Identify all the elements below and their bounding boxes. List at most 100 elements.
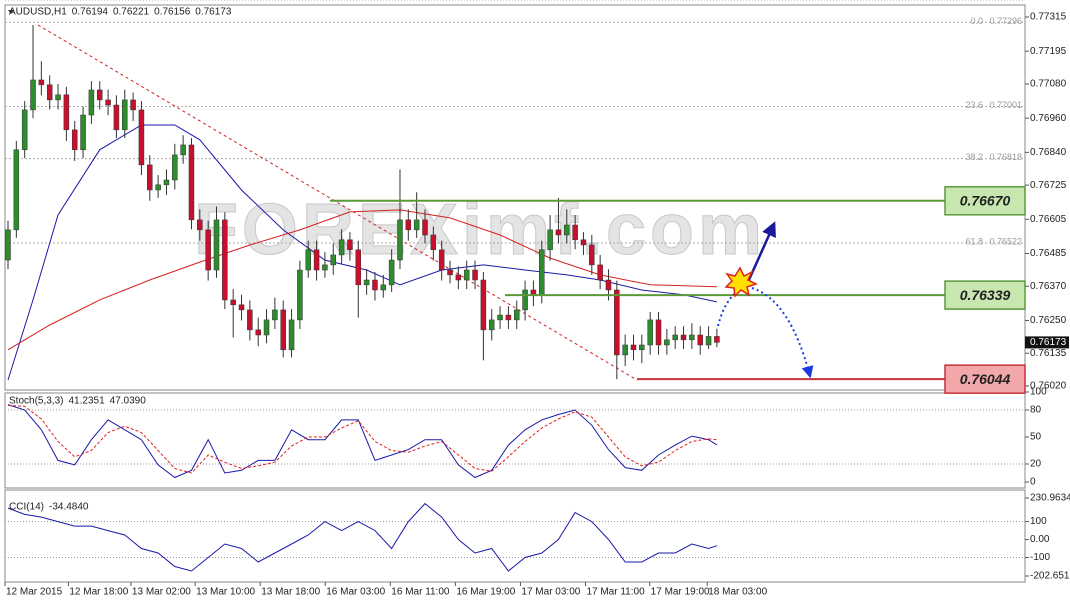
- candle-body: [405, 219, 412, 231]
- candle-body: [380, 284, 387, 291]
- candle-body: [447, 269, 453, 276]
- candle-body: [96, 89, 103, 101]
- candle-body: [388, 259, 395, 286]
- x-tick-label: 18 Mar 03:00: [708, 587, 767, 598]
- candle-body: [639, 344, 645, 351]
- candle-body: [689, 334, 695, 341]
- cci-pane: [4, 489, 1026, 583]
- candle-body: [247, 309, 253, 331]
- fib-price: 0.76522: [989, 236, 1022, 246]
- candle-body: [614, 289, 620, 356]
- fib-level: 61.8: [965, 236, 983, 246]
- candle-body: [30, 79, 36, 111]
- candle-body: [63, 94, 70, 131]
- menu-triangle: [8, 10, 14, 14]
- x-tick-label: 12 Mar 18:00: [69, 587, 128, 598]
- annotation-arrows: [717, 221, 814, 379]
- candle-body: [172, 154, 178, 181]
- candle-body: [330, 254, 337, 266]
- candle-body: [155, 184, 161, 191]
- y-tick-label: 50: [1030, 432, 1042, 443]
- level-label: 0.76670: [960, 192, 1011, 208]
- candle-body: [113, 104, 120, 131]
- candle-body: [655, 319, 662, 346]
- y-tick-label: 0.76485: [1030, 248, 1067, 259]
- candle-body: [530, 289, 537, 296]
- candle-body: [505, 314, 512, 321]
- y-tick-label: 0.76250: [1030, 315, 1067, 326]
- candle-body: [180, 144, 186, 156]
- candle-body: [238, 304, 245, 311]
- indicator-line: [7, 124, 718, 381]
- candle-body: [555, 229, 562, 236]
- y-tick-label: 0: [1030, 477, 1036, 488]
- candle-body: [5, 229, 11, 261]
- x-tick-label: 12 Mar 2015: [6, 587, 63, 598]
- y-tick-label: 0.76605: [1030, 214, 1067, 225]
- y-tick-label: 100: [1030, 387, 1047, 398]
- level-box: [944, 186, 1026, 216]
- y-tick-label: 0.76370: [1030, 281, 1067, 292]
- x-tick-label: 16 Mar 03:00: [326, 587, 385, 598]
- fib-price: 0.76818: [989, 152, 1022, 162]
- breakout-icon: [724, 266, 758, 298]
- level-label: 0.76339: [960, 287, 1011, 303]
- y-tick-label: 0.00: [1030, 534, 1050, 545]
- candle-body: [580, 239, 587, 246]
- x-tick-label: 13 Mar 18:00: [261, 587, 320, 598]
- y-tick-label: -202.6512: [1030, 571, 1070, 582]
- stoch-pane: [4, 392, 1026, 489]
- candle-body: [564, 224, 570, 236]
- candle-body: [422, 219, 428, 236]
- x-tick-label: 13 Mar 02:00: [132, 587, 191, 598]
- readout-value: 0.76156: [154, 7, 191, 18]
- candle-body: [480, 279, 487, 331]
- candle-body: [572, 224, 578, 241]
- indicator-line: [7, 404, 718, 479]
- indicator-title: AUDUSD,H1: [9, 7, 67, 18]
- y-tick-label: 0.76960: [1030, 113, 1067, 124]
- candle-body: [46, 84, 53, 101]
- y-tick-label: -100: [1030, 552, 1050, 563]
- y-tick-label: 0.77195: [1030, 46, 1067, 57]
- candle-body: [230, 299, 236, 306]
- candle-body: [355, 249, 362, 286]
- y-tick-label: 230.9634: [1030, 493, 1070, 504]
- candle-body: [522, 289, 528, 311]
- x-tick-label: 16 Mar 11:00: [391, 587, 450, 598]
- y-tick-label: 0.77315: [1030, 12, 1067, 23]
- x-tick-label: 17 Mar 11:00: [586, 587, 645, 598]
- candle-body: [197, 219, 203, 231]
- level-label: 0.76044: [960, 371, 1011, 387]
- readout-value: 47.0390: [110, 396, 147, 407]
- candle-body: [539, 249, 545, 296]
- candle-body: [705, 336, 712, 346]
- indicator-line: [7, 209, 717, 351]
- candle-body: [680, 334, 687, 341]
- candle-body: [647, 319, 653, 346]
- dotted-path: [717, 287, 743, 327]
- candle-body: [280, 309, 286, 351]
- candle-body: [130, 99, 136, 111]
- fib-level: 23.6: [965, 100, 983, 110]
- y-tick-label: 0.76725: [1030, 180, 1067, 191]
- y-tick-label: 20: [1030, 459, 1042, 470]
- candle-body: [472, 269, 478, 281]
- candle-body: [672, 334, 678, 341]
- y-tick-label: 0.77080: [1030, 79, 1067, 90]
- candle-body: [697, 334, 703, 346]
- candle-body: [513, 309, 520, 321]
- fib-level: 0.0: [970, 16, 983, 26]
- candle-body: [80, 114, 86, 151]
- candle-body: [147, 164, 153, 191]
- candle-body: [372, 279, 378, 291]
- candle-body: [88, 89, 95, 116]
- indicator-title: Stoch(5,3,3): [9, 396, 63, 407]
- y-tick-label: 100: [1030, 516, 1047, 527]
- candle-body: [55, 94, 61, 101]
- candle-body: [430, 234, 437, 251]
- level-box: [944, 280, 1026, 310]
- trendline: [37, 24, 638, 381]
- y-tick-label: 80: [1030, 405, 1042, 416]
